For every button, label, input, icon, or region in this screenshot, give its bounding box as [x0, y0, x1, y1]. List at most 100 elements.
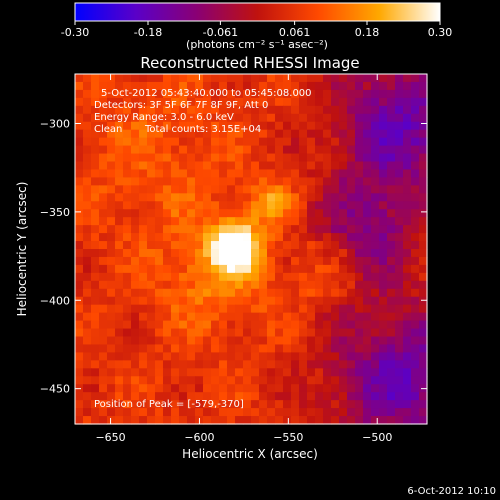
heatmap-cell — [171, 408, 180, 417]
heatmap-cell — [363, 408, 372, 417]
heatmap-cell — [379, 145, 388, 155]
heatmap-cell — [275, 344, 284, 353]
heatmap-cell — [171, 296, 180, 306]
heatmap-cell — [355, 193, 364, 202]
heatmap-cell — [171, 81, 180, 91]
heatmap-cell — [275, 89, 284, 99]
heatmap-cell — [195, 288, 204, 298]
heatmap-cell — [267, 336, 276, 346]
heatmap-cell — [283, 336, 292, 346]
heatmap-cell — [123, 89, 132, 99]
heatmap-cell — [403, 121, 412, 131]
heatmap-cell — [179, 161, 188, 171]
heatmap-cell — [251, 320, 260, 330]
heatmap-cell — [355, 360, 364, 369]
heatmap-cell — [99, 105, 108, 115]
heatmap-cell — [379, 280, 388, 290]
heatmap-cell — [307, 392, 316, 401]
heatmap-cell — [419, 328, 428, 338]
heatmap-cell — [331, 249, 340, 258]
heatmap-cell — [283, 368, 292, 377]
heatmap-cell — [227, 360, 236, 369]
heatmap-cell — [251, 121, 260, 131]
heatmap-cell — [419, 233, 428, 242]
heatmap-cell — [107, 137, 116, 147]
heatmap-image — [75, 74, 428, 425]
heatmap-cell — [99, 161, 108, 171]
heatmap-cell — [99, 336, 108, 346]
heatmap-cell — [179, 416, 188, 425]
heatmap-cell — [267, 264, 276, 274]
heatmap-cell — [219, 376, 228, 385]
heatmap-cell — [99, 272, 108, 282]
heatmap-cell — [331, 225, 340, 234]
heatmap-cell — [83, 408, 92, 417]
heatmap-cell — [363, 241, 372, 250]
heatmap-cell — [299, 97, 308, 107]
heatmap-cell — [131, 392, 140, 401]
heatmap-cell — [379, 368, 388, 377]
plot-frame — [74, 73, 428, 425]
heatmap-cell — [171, 352, 180, 361]
heatmap-cell — [259, 89, 268, 99]
heatmap-cell — [187, 328, 196, 338]
heatmap-cell — [379, 288, 388, 298]
heatmap-cell — [355, 81, 364, 91]
heatmap-cell — [243, 241, 252, 250]
heatmap-cell — [195, 320, 204, 330]
heatmap-cell — [251, 185, 260, 194]
heatmap-cell — [323, 105, 332, 115]
heatmap-cell — [187, 368, 196, 377]
heatmap-cell — [171, 153, 180, 163]
heatmap-cell — [187, 129, 196, 139]
heatmap-cell — [115, 264, 124, 274]
heatmap-cell — [275, 312, 284, 322]
heatmap-cell — [323, 169, 332, 178]
heatmap-cell — [203, 312, 212, 322]
heatmap-cell — [259, 392, 268, 401]
heatmap-cell — [203, 233, 212, 242]
heatmap-cell — [275, 296, 284, 306]
heatmap-cell — [251, 209, 260, 218]
heatmap-cell — [171, 113, 180, 123]
heatmap-cell — [331, 304, 340, 314]
heatmap-cell — [139, 193, 148, 202]
heatmap-cell — [267, 217, 276, 226]
heatmap-cell — [363, 225, 372, 234]
heatmap-cell — [243, 384, 252, 393]
heatmap-cell — [403, 145, 412, 155]
heatmap-cell — [219, 89, 228, 99]
heatmap-cell — [123, 360, 132, 369]
heatmap-cell — [147, 153, 156, 163]
heatmap-cell — [355, 288, 364, 298]
heatmap-cell — [203, 81, 212, 91]
heatmap-cell — [299, 129, 308, 139]
heatmap-cell — [83, 185, 92, 194]
heatmap-cell — [323, 272, 332, 282]
heatmap-cell — [299, 145, 308, 155]
heatmap-cell — [107, 161, 116, 171]
heatmap-cell — [91, 113, 100, 123]
heatmap-cell — [363, 169, 372, 178]
heatmap-cell — [75, 272, 84, 282]
heatmap-cell — [411, 129, 420, 139]
heatmap-cell — [211, 376, 220, 385]
heatmap-cell — [107, 416, 116, 425]
heatmap-cell — [259, 352, 268, 361]
heatmap-cell — [131, 137, 140, 147]
heatmap-cell — [355, 280, 364, 290]
heatmap-cell — [291, 328, 300, 338]
heatmap-cell — [347, 384, 356, 393]
heatmap-cell — [131, 193, 140, 202]
heatmap-cell — [419, 97, 428, 107]
heatmap-cell — [99, 304, 108, 314]
heatmap-cell — [187, 153, 196, 163]
heatmap-cell — [139, 113, 148, 123]
heatmap-cell — [291, 408, 300, 417]
heatmap-cell — [203, 336, 212, 346]
heatmap-cell — [155, 360, 164, 369]
heatmap-cell — [363, 89, 372, 99]
heatmap-cell — [363, 105, 372, 115]
heatmap-cell — [411, 97, 420, 107]
heatmap-cell — [331, 185, 340, 194]
